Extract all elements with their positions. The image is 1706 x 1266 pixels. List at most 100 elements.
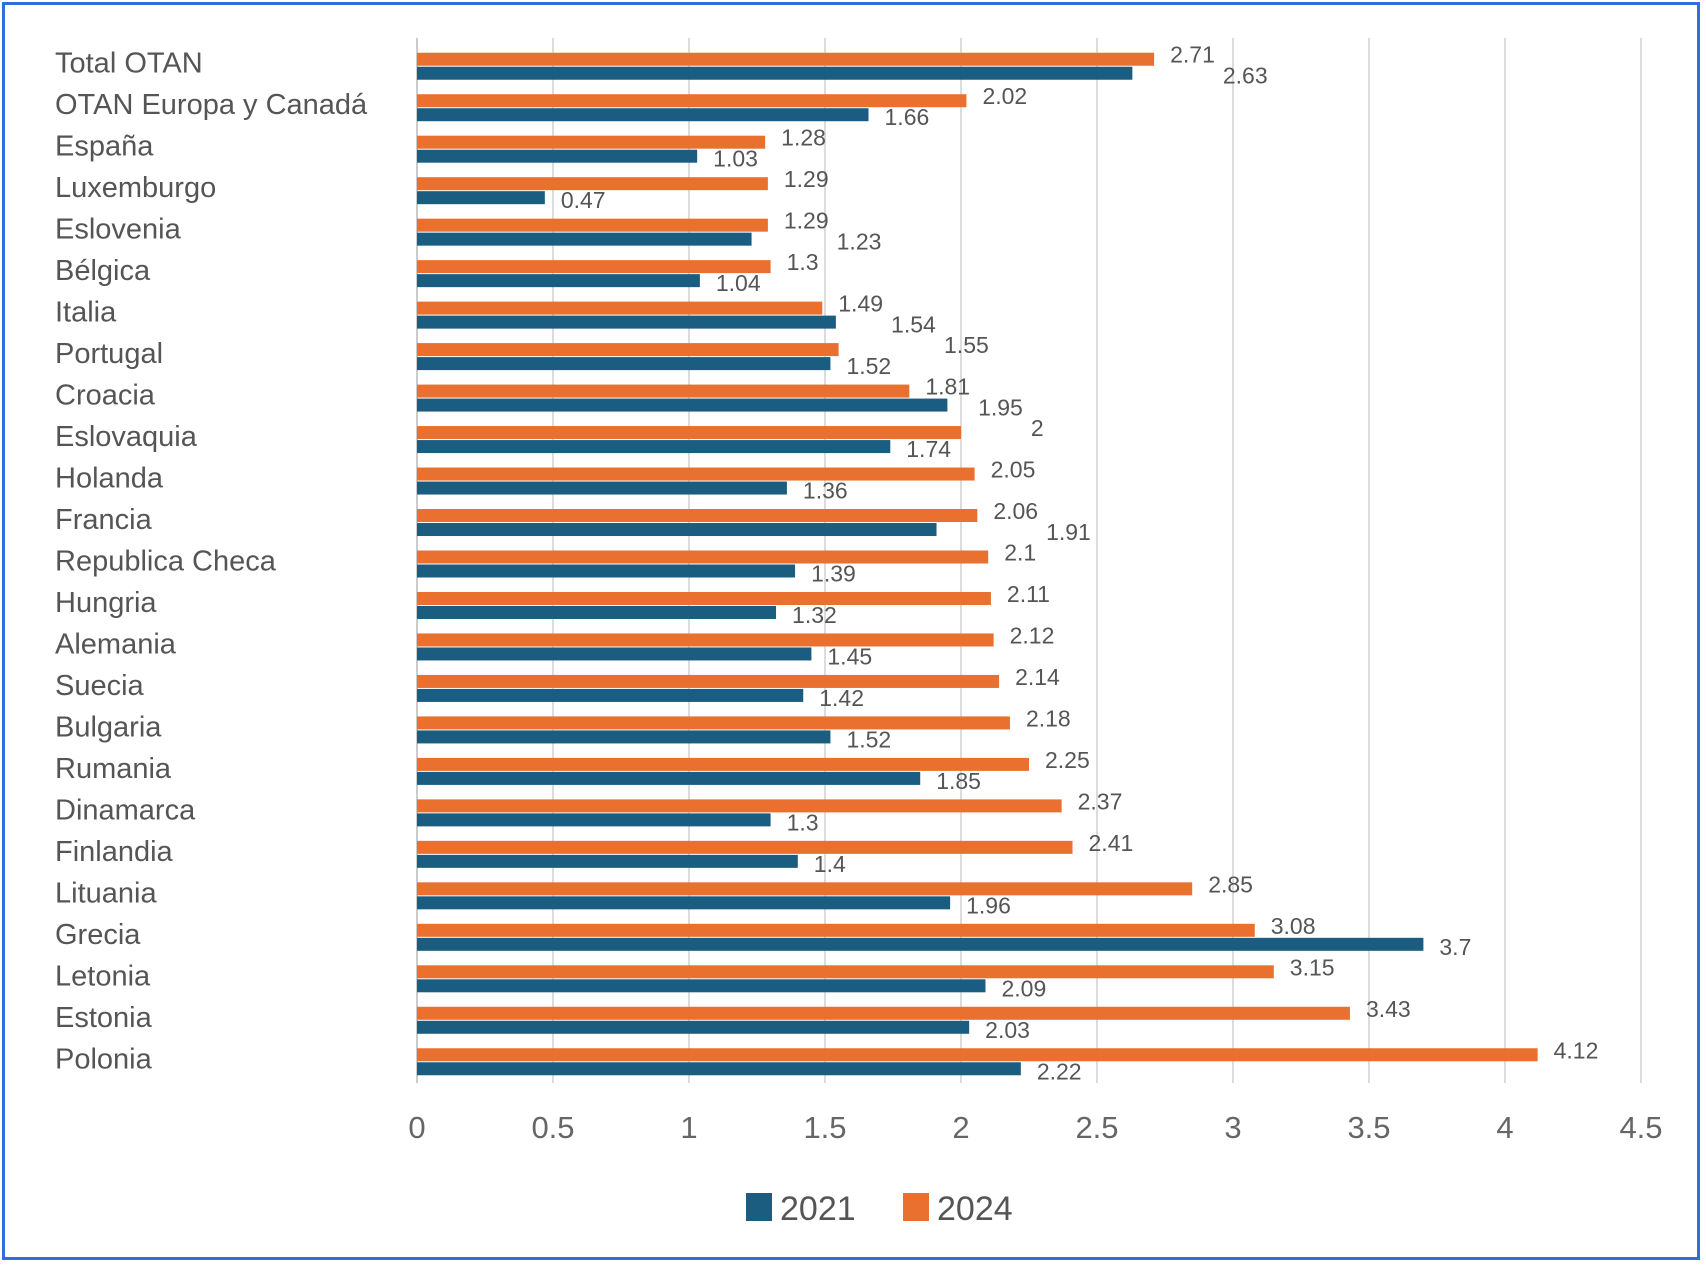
data-label-2021: 1.4	[814, 851, 846, 877]
category-label: Polonia	[55, 1043, 153, 1075]
category-label: Letonia	[55, 960, 151, 992]
bar-2021	[417, 523, 937, 537]
data-label-2024: 2.71	[1170, 42, 1215, 68]
data-label-2024: 2.02	[982, 83, 1027, 109]
bar-2021	[417, 232, 752, 246]
bar-2024	[417, 218, 768, 232]
category-label: Suecia	[55, 670, 145, 702]
bar-2024	[417, 799, 1062, 813]
data-label-2024: 3.15	[1290, 954, 1335, 980]
bar-2024	[417, 716, 1010, 730]
bar-2021	[417, 813, 771, 827]
bar-2021	[417, 481, 787, 495]
bar-2021	[417, 274, 700, 288]
bar-2024	[417, 633, 994, 647]
category-label: Hungria	[55, 587, 157, 619]
data-label-2021: 1.96	[966, 892, 1011, 918]
bar-2024	[417, 94, 967, 108]
bar-2021	[417, 896, 951, 910]
data-label-2021: 1.32	[792, 602, 837, 628]
data-label-2021: 1.39	[811, 561, 856, 587]
bar-2024	[417, 882, 1193, 896]
data-label-2021: 1.45	[827, 643, 872, 669]
category-label: Eslovaquia	[55, 421, 198, 453]
data-label-2024: 2.37	[1078, 788, 1123, 814]
bar-2024	[417, 923, 1255, 937]
category-label: Francia	[55, 504, 153, 536]
category-label: Dinamarca	[55, 794, 196, 826]
data-label-2024: 2.85	[1208, 871, 1253, 897]
category-label: España	[55, 131, 154, 163]
x-tick-label: 2	[952, 1110, 969, 1145]
bar-2024	[417, 840, 1073, 854]
legend-label-2021: 2021	[780, 1190, 856, 1228]
data-label-2024: 1.55	[944, 332, 989, 358]
x-tick-label: 4	[1496, 1110, 1513, 1145]
bar-2024	[417, 135, 766, 149]
bar-2024	[417, 757, 1029, 771]
data-label-2021: 0.47	[561, 187, 606, 213]
bar-2021	[417, 66, 1133, 80]
data-label-2021: 2.63	[1223, 63, 1268, 89]
data-label-2024: 2	[1031, 415, 1044, 441]
data-label-2024: 2.1	[1004, 540, 1036, 566]
data-label-2021: 1.04	[716, 270, 761, 296]
bar-2024	[417, 384, 910, 398]
data-label-2021: 3.7	[1439, 934, 1471, 960]
category-label: Rumania	[55, 753, 172, 785]
data-label-2024: 1.3	[787, 249, 819, 275]
bar-2024	[417, 550, 989, 564]
x-tick-label: 0.5	[531, 1110, 574, 1145]
bar-2024	[417, 509, 978, 523]
data-label-2021: 1.54	[891, 312, 936, 338]
bar-2024	[417, 426, 961, 440]
data-label-2024: 1.29	[784, 166, 829, 192]
data-label-2024: 2.12	[1010, 622, 1055, 648]
x-tick-label: 1.5	[803, 1110, 846, 1145]
x-tick-label: 3.5	[1347, 1110, 1390, 1145]
data-label-2024: 4.12	[1554, 1037, 1599, 1063]
data-label-2021: 1.36	[803, 478, 848, 504]
data-label-2024: 2.06	[993, 498, 1038, 524]
bar-2021	[417, 398, 948, 412]
data-label-2021: 2.22	[1037, 1058, 1082, 1084]
category-label: Grecia	[55, 919, 141, 951]
bar-2021	[417, 730, 831, 744]
category-label: Eslovenia	[55, 214, 182, 246]
bar-2021	[417, 1062, 1021, 1076]
data-label-2021: 1.52	[846, 726, 891, 752]
category-label: OTAN Europa y Canadá	[55, 89, 368, 121]
data-label-2024: 1.49	[838, 291, 883, 317]
category-label: Portugal	[55, 338, 163, 370]
data-label-2024: 1.81	[925, 374, 970, 400]
data-label-2024: 3.08	[1271, 913, 1316, 939]
bar-2021	[417, 440, 891, 454]
x-tick-label: 4.5	[1619, 1110, 1662, 1145]
data-label-2024: 2.25	[1045, 747, 1090, 773]
bar-2021	[417, 605, 777, 619]
category-label: Bulgaria	[55, 711, 162, 743]
data-label-2024: 3.43	[1366, 996, 1411, 1022]
bar-2021	[417, 854, 798, 868]
category-label: Croacia	[55, 380, 156, 412]
legend-swatch-2021	[746, 1193, 772, 1221]
bar-2024	[417, 965, 1274, 979]
x-tick-label: 2.5	[1075, 1110, 1118, 1145]
bar-2024	[417, 1048, 1538, 1062]
category-label: Lituania	[55, 877, 157, 909]
data-label-2021: 1.66	[885, 104, 930, 130]
bar-2021	[417, 688, 804, 702]
data-label-2021: 1.42	[819, 685, 864, 711]
legend-swatch-2024	[903, 1193, 929, 1221]
bar-2021	[417, 979, 986, 993]
category-label: Finlandia	[55, 836, 174, 868]
bar-2024	[417, 52, 1155, 66]
data-label-2024: 2.41	[1089, 830, 1134, 856]
category-label: Holanda	[55, 463, 164, 495]
x-tick-label: 3	[1224, 1110, 1241, 1145]
category-label: Republica Checa	[55, 546, 277, 578]
data-label-2021: 1.74	[906, 436, 951, 462]
data-label-2021: 1.03	[713, 146, 758, 172]
bar-2021	[417, 564, 796, 578]
